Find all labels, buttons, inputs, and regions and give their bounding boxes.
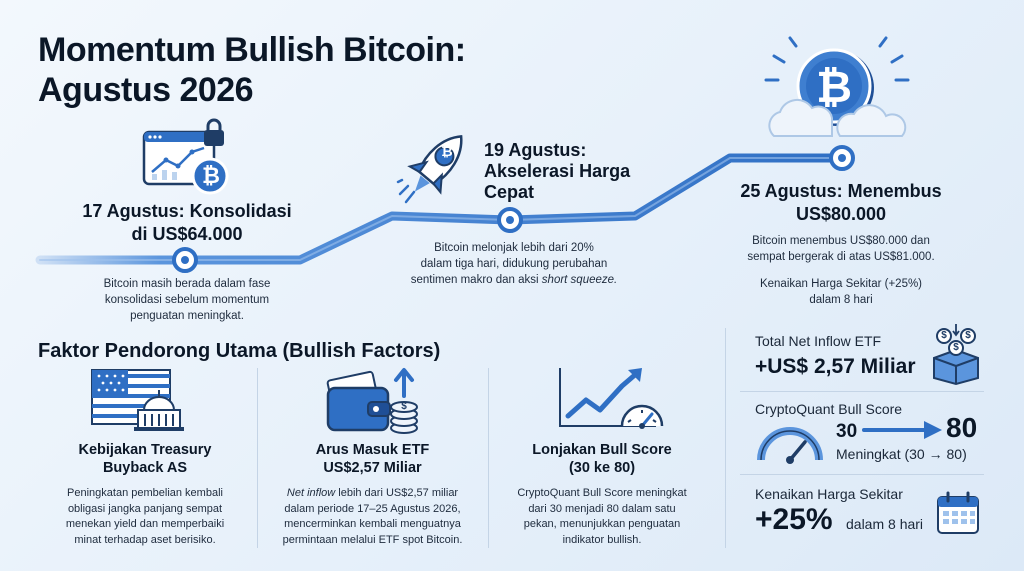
trend-gauge-icon [559, 368, 664, 429]
coin-dollar-mark: $ [401, 401, 407, 412]
factor-2-title: Arus Masuk ETF US$2,57 Miliar [315, 442, 430, 476]
money-box-coin-2: $ [965, 330, 971, 341]
bull-score-sub: Meningkat (30 → 80) [836, 446, 967, 462]
bull-score-label: CryptoQuant Bull Score [755, 401, 903, 417]
money-box-coin-1: $ [941, 330, 947, 341]
rocket-bitcoin-mark: ₿ [441, 143, 453, 159]
milestone-3-description: Bitcoin menembus US$80.000 dan sempat be… [747, 235, 935, 263]
us-flag-capitol-icon [91, 369, 184, 431]
bull-gauge-icon [757, 427, 823, 464]
price-gain-label: Kenaikan Harga Sekitar [755, 486, 903, 502]
money-box-icon [933, 324, 979, 386]
bitcoin-big-mark: ₿ [816, 63, 852, 112]
milestone-1-title: 17 Agustus: Konsolidasi di US$64.000 [82, 201, 292, 244]
factor-1-title: Kebijakan Treasury Buyback AS [78, 442, 212, 476]
money-box-coin-3: $ [953, 342, 959, 353]
rocket-icon [396, 135, 463, 204]
milestone-2-description: Bitcoin melonjak lebih dari 20% dalam ti… [410, 242, 618, 286]
milestone-2-title: 19 Agustus: Akselerasi Harga Cepat [484, 140, 631, 202]
milestone-3-note: Kenaikan Harga Sekitar (+25%) dalam 8 ha… [759, 278, 923, 306]
calendar-icon [937, 491, 979, 534]
stats-row-divider-2 [740, 474, 984, 475]
arrow-right-icon [862, 421, 942, 439]
title-line-1: Momentum Bullish Bitcoin: [38, 31, 466, 69]
factor-1-description: Peningkatan pembelian kembali obligasi j… [65, 487, 225, 546]
factor-2-description: Net inflow lebih dari US$2,57 miliar dal… [282, 487, 463, 546]
bitcoin-coin-small-icon: ₿ [202, 163, 220, 188]
bull-score-to: 80 [946, 412, 978, 443]
title-line-2: Agustus 2026 [38, 71, 254, 109]
factor-3-title: Lonjakan Bull Score (30 ke 80) [532, 442, 672, 476]
etf-inflow-label: Total Net Inflow ETF [755, 333, 882, 349]
page-title: Momentum Bullish Bitcoin: Agustus 2026 [38, 30, 558, 110]
factor-3-description: CryptoQuant Bull Score meningkat dari 30… [517, 487, 687, 546]
price-gain-sub: dalam 8 hari [846, 516, 924, 532]
milestone-1-description: Bitcoin masih berada dalam fase konsolid… [103, 278, 271, 322]
stats-row-divider-1 [740, 391, 984, 392]
wallet-coins-icon [326, 368, 418, 434]
timeline-node-3 [829, 145, 855, 171]
etf-inflow-value: +US$ 2,57 Miliar [755, 355, 916, 378]
timeline-node-2 [497, 207, 523, 233]
price-chart-window-icon [142, 118, 229, 195]
bitcoin-cloud-icon [764, 36, 910, 137]
factor-divider-2 [488, 368, 489, 548]
stats-divider [725, 328, 726, 548]
bull-score-from: 30 [836, 421, 858, 442]
milestone-3-title: 25 Agustus: Menembus US$80.000 [740, 181, 942, 224]
price-gain-value: +25% [755, 503, 833, 536]
timeline-node-1 [172, 247, 198, 273]
factors-section-title: Faktor Pendorong Utama (Bullish Factors) [38, 340, 441, 362]
factor-divider-1 [257, 368, 258, 548]
